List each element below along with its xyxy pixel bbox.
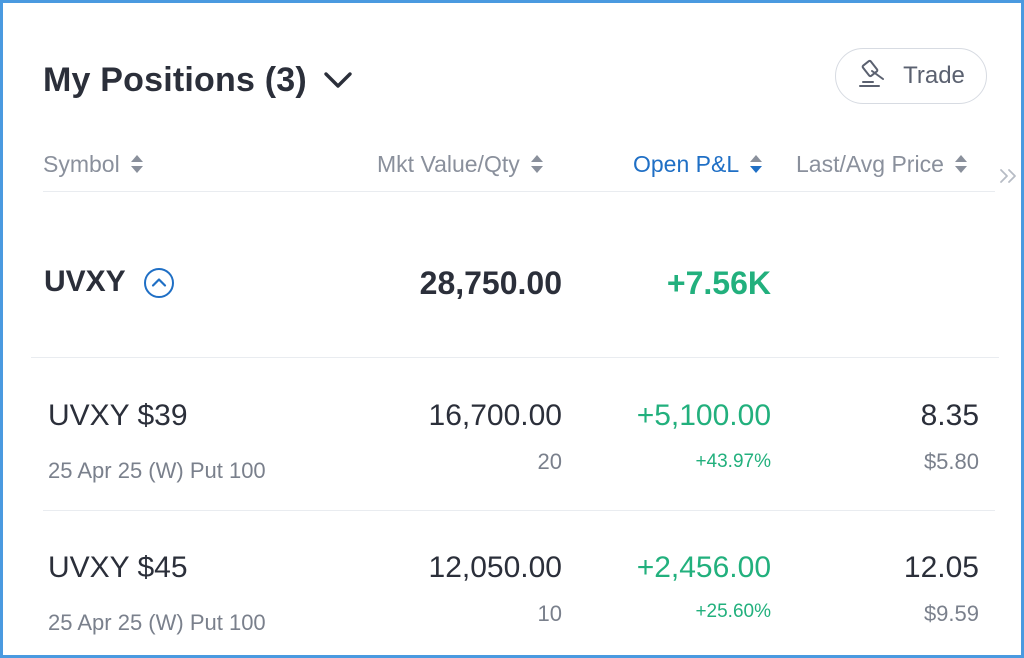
panel-header: My Positions (3) xyxy=(43,55,355,105)
position-symbol: UVXY $39 xyxy=(48,399,188,432)
position-open-pnl: +2,456.00 xyxy=(636,551,771,584)
group-mkt-value: 28,750.00 xyxy=(419,265,562,301)
trade-button-label: Trade xyxy=(903,62,965,89)
sort-icon xyxy=(530,155,543,173)
position-mkt-value: 12,050.00 xyxy=(428,551,562,584)
position-avg-price: $5.80 xyxy=(923,449,979,474)
group-symbol: UVXY xyxy=(44,265,126,298)
page-title: My Positions (3) xyxy=(43,60,307,99)
position-last-price: 12.05 xyxy=(903,551,979,584)
chevron-up-circle-icon[interactable] xyxy=(143,267,175,299)
column-header-symbol[interactable]: Symbol xyxy=(43,147,144,181)
double-chevron-right-icon[interactable] xyxy=(997,163,1021,189)
position-open-pnl: +5,100.00 xyxy=(636,399,771,432)
column-header-label: Last/Avg Price xyxy=(796,150,944,177)
column-header-label: Open P&L xyxy=(633,150,740,177)
column-header-last-avg-price[interactable]: Last/Avg Price xyxy=(796,147,968,181)
sort-descending-icon xyxy=(750,155,763,173)
column-header-open-pnl[interactable]: Open P&L xyxy=(633,147,763,181)
position-avg-price: $9.59 xyxy=(923,601,979,626)
position-mkt-value: 16,700.00 xyxy=(428,399,562,432)
column-header-label: Symbol xyxy=(43,150,120,177)
gavel-icon xyxy=(857,59,891,94)
position-symbol: UVXY $45 xyxy=(48,551,188,584)
column-header-mkt-value[interactable]: Mkt Value/Qty xyxy=(377,147,544,181)
position-open-pnl-percent: +43.97% xyxy=(695,451,771,472)
sort-icon xyxy=(130,155,143,173)
position-qty: 20 xyxy=(537,449,562,474)
position-description: 25 Apr 25 (W) Put 100 xyxy=(48,458,266,483)
chevron-down-icon[interactable] xyxy=(321,63,355,97)
position-description: 25 Apr 25 (W) Put 100 xyxy=(48,610,266,635)
position-open-pnl-percent: +25.60% xyxy=(695,601,771,622)
trade-button[interactable]: Trade xyxy=(835,48,987,104)
divider xyxy=(31,357,999,358)
position-qty: 10 xyxy=(537,601,562,626)
divider xyxy=(43,510,995,511)
column-header-label: Mkt Value/Qty xyxy=(377,150,520,177)
divider xyxy=(43,191,995,192)
sort-icon xyxy=(954,155,967,173)
group-open-pnl: +7.56K xyxy=(666,265,771,301)
position-last-price: 8.35 xyxy=(920,399,979,432)
